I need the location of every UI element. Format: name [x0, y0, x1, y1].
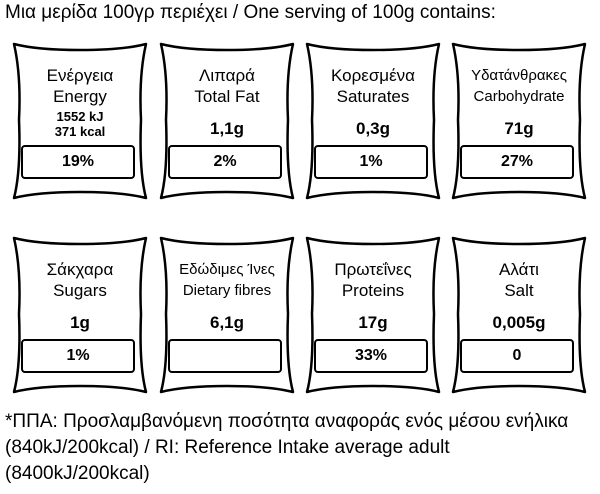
- nutrient-name-english: Sugars: [53, 281, 107, 300]
- serving-header: Μια μερίδα 100γρ περιέχει / One serving …: [5, 2, 496, 23]
- nutrient-amount: 1g: [70, 313, 90, 332]
- nutrient-card-carbohydrate: Υδατάνθρακες Carbohydrate 71g 27%: [444, 40, 594, 202]
- sack-outline-icon: [12, 236, 148, 394]
- nutrient-name-english: Energy: [53, 87, 107, 106]
- nutrient-name-greek: Αλάτι: [499, 260, 539, 279]
- percent-ri-box: 0: [460, 339, 574, 373]
- energy-kj-value: 1552 kJ: [56, 109, 104, 124]
- percent-ri-box: [168, 339, 282, 373]
- sack-outline-icon: [305, 236, 441, 394]
- sack-outline-icon: [451, 236, 587, 394]
- sack-outline-icon: [12, 42, 148, 200]
- percent-ri-box: 19%: [21, 145, 135, 179]
- sack-outline-icon: [159, 42, 295, 200]
- nutrient-amount: 0,005g: [492, 313, 546, 332]
- nutrient-name-greek: Πρωτεΐνες: [334, 260, 412, 279]
- nutrient-name-greek: Σάκχαρα: [46, 260, 114, 279]
- nutrient-name-english: Salt: [504, 281, 534, 300]
- percent-ri-box: 2%: [168, 145, 282, 179]
- nutrient-name-greek: Ενέργεια: [46, 66, 114, 85]
- nutrient-name-greek: Υδατάνθρακες: [471, 67, 567, 84]
- nutrient-name-greek: Κορεσμένα: [330, 66, 416, 85]
- nutrient-card-proteins: Πρωτεΐνες Proteins 17g 33%: [298, 234, 448, 396]
- nutrient-name-english: Saturates: [336, 87, 410, 106]
- nutrient-amount: 0,3g: [355, 119, 391, 138]
- nutrient-name-english: Dietary fibres: [182, 282, 272, 299]
- nutrient-card-total-fat: Λιπαρά Total Fat 1,1g 2%: [152, 40, 302, 202]
- percent-ri-box: 1%: [21, 339, 135, 373]
- energy-kcal-value: 371 kcal: [54, 124, 106, 139]
- nutrient-card-saturates: Κορεσμένα Saturates 0,3g 1%: [298, 40, 448, 202]
- reference-intake-footnote: *ΠΠΑ: Προσλαμβανόμενη ποσότητα αναφοράς …: [5, 411, 569, 484]
- nutrient-amount: 1,1g: [209, 119, 245, 138]
- sack-outline-icon: [451, 42, 587, 200]
- nutrient-name-greek: Λιπαρά: [199, 66, 255, 85]
- percent-ri-box: 33%: [314, 339, 428, 373]
- nutrient-name-greek: Εδώδιμες Ίνες: [179, 261, 275, 278]
- percent-ri-box: 1%: [314, 145, 428, 179]
- nutrient-card-energy: Ενέργεια Energy 1552 kJ 371 kcal 19%: [5, 40, 155, 202]
- percent-ri-box: 27%: [460, 145, 574, 179]
- nutrient-amount: 71g: [504, 119, 534, 138]
- nutrient-card-sugars: Σάκχαρα Sugars 1g 1%: [5, 234, 155, 396]
- nutrient-card-salt: Αλάτι Salt 0,005g 0: [444, 234, 594, 396]
- nutrient-name-english: Proteins: [341, 281, 405, 300]
- nutrient-name-english: Total Fat: [194, 87, 260, 106]
- nutrient-amount: 17g: [358, 313, 388, 332]
- sack-outline-icon: [159, 236, 295, 394]
- sack-outline-icon: [305, 42, 441, 200]
- nutrient-amount: 6,1g: [209, 313, 245, 332]
- nutrient-name-english: Carbohydrate: [473, 88, 565, 105]
- nutrient-card-dietary-fibres: Εδώδιμες Ίνες Dietary fibres 6,1g: [152, 234, 302, 396]
